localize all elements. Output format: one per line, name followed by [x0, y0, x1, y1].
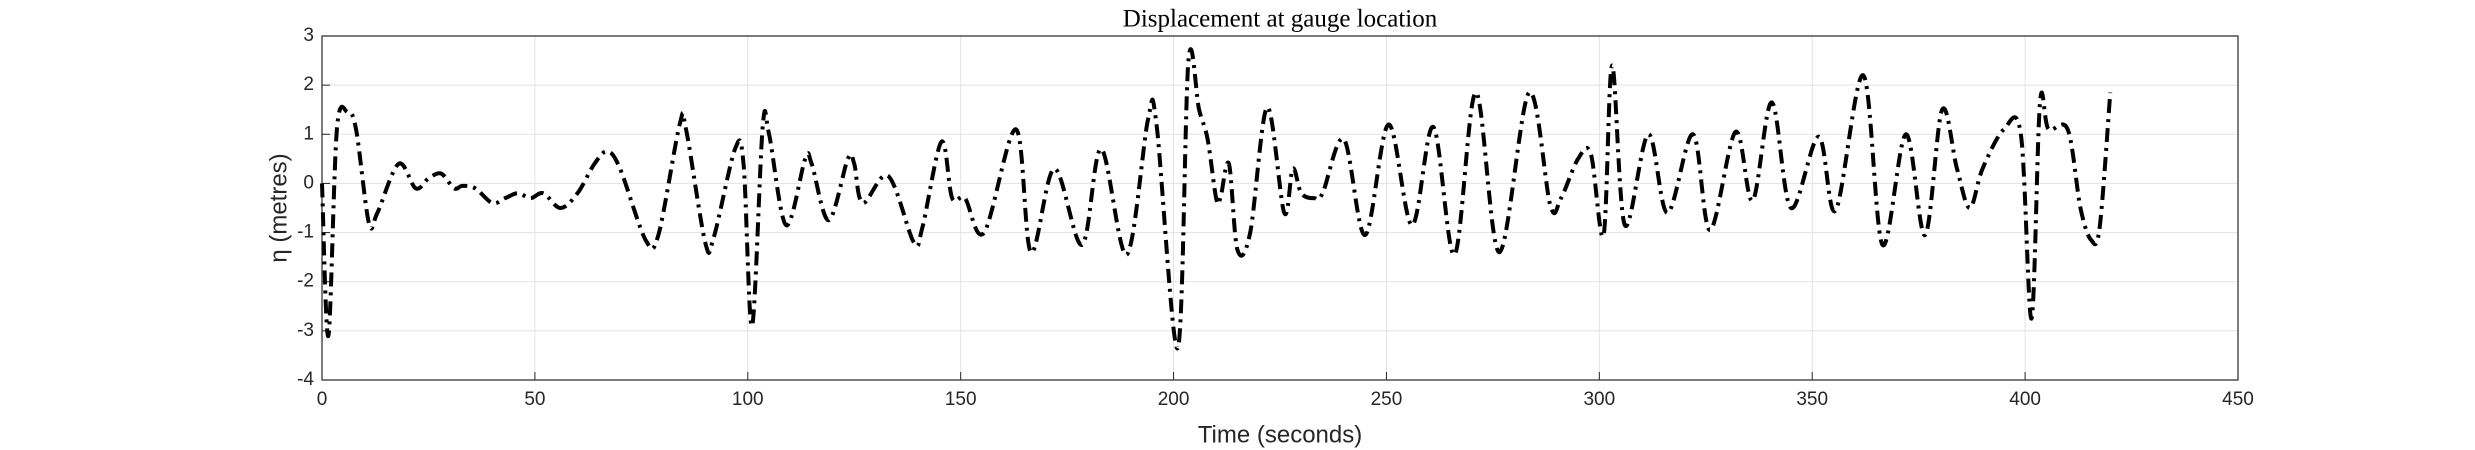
y-tick-label: 0 — [303, 172, 314, 193]
x-tick-label: 300 — [1583, 389, 1615, 410]
y-axis-label: η (metres) — [265, 153, 292, 262]
y-tick-label: 3 — [303, 25, 314, 46]
x-axis-label: Time (seconds) — [1198, 421, 1362, 448]
y-tick-label: 2 — [303, 74, 314, 95]
x-tick-label: 200 — [1158, 389, 1190, 410]
x-tick-label: 0 — [317, 389, 328, 410]
x-tick-label: 400 — [2009, 389, 2041, 410]
x-tick-label: 100 — [732, 389, 764, 410]
x-tick-label: 350 — [1796, 389, 1828, 410]
chart-title: Displacement at gauge location — [1123, 6, 1438, 33]
x-tick-label: 150 — [945, 389, 977, 410]
plot-frame — [321, 35, 2239, 381]
y-tick-label: 1 — [303, 123, 314, 144]
x-tick-label: 50 — [524, 389, 545, 410]
y-tick-label: -3 — [297, 320, 314, 341]
x-tick-label: 250 — [1371, 389, 1403, 410]
x-tick-label: 450 — [2222, 389, 2254, 410]
y-tick-label: -4 — [297, 369, 314, 390]
y-tick-label: -2 — [297, 271, 314, 292]
data-line — [320, 47, 2113, 351]
y-tick-label: -1 — [297, 222, 314, 243]
